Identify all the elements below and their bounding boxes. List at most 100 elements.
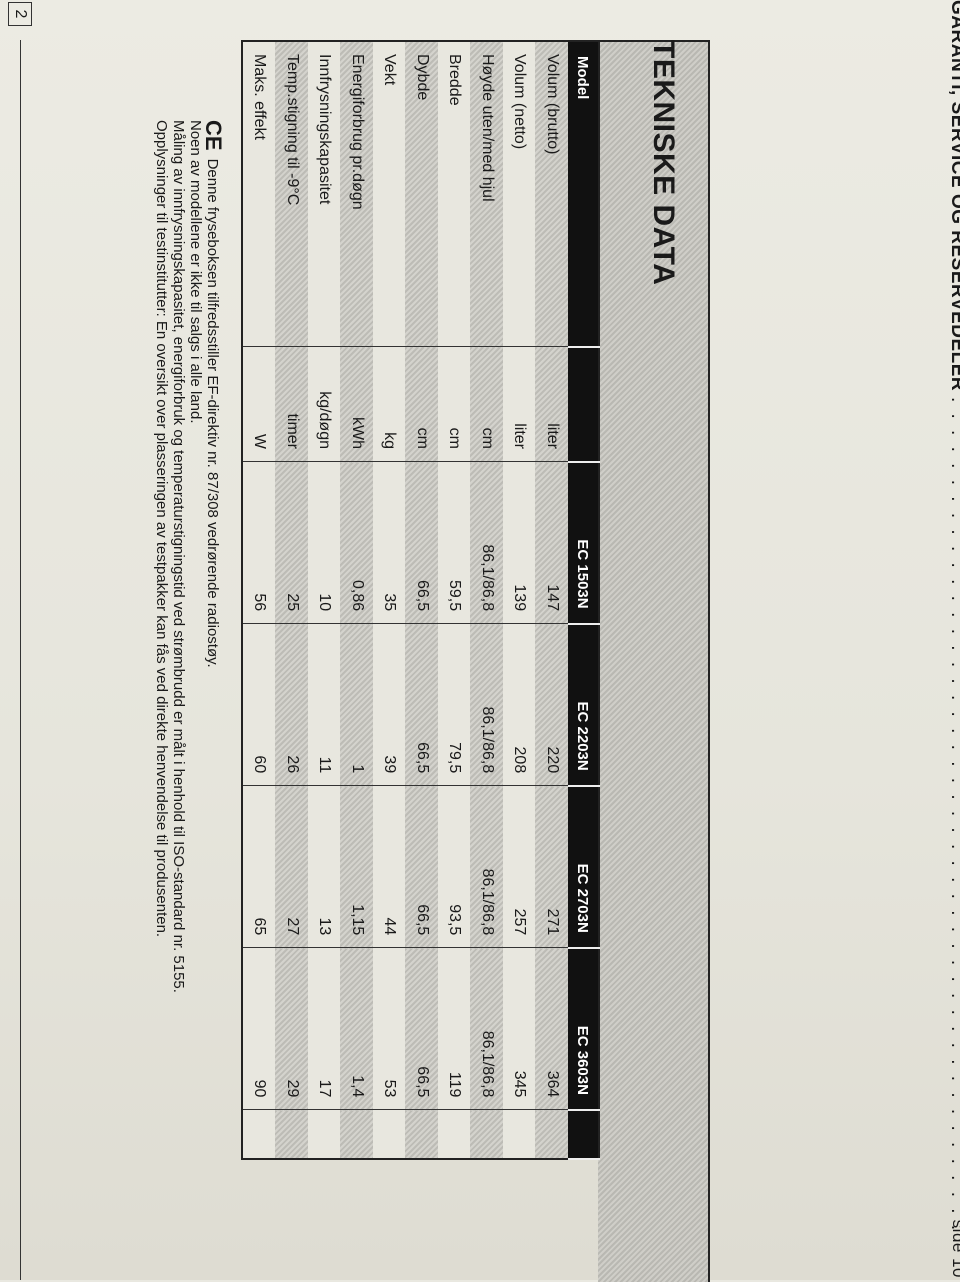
cell-value: 220 [535, 623, 568, 786]
row-label: Vekt [373, 41, 406, 347]
row-unit: kg [373, 346, 406, 462]
cell-value: 35 [373, 461, 406, 624]
running-header: GARANTI, SERVICE OG RESERVEDELER . . . .… [946, 0, 960, 1280]
empty-cell [470, 1109, 503, 1159]
row-unit: W [242, 346, 276, 462]
cell-value: 119 [438, 947, 471, 1110]
cell-value: 364 [535, 947, 568, 1110]
row-unit: liter [503, 346, 536, 462]
cell-value: 60 [242, 623, 276, 786]
table-row: Innfrysningskapasitet kg/døgn 10 11 13 17 [308, 41, 341, 1159]
empty-cell [405, 1109, 438, 1159]
cell-value: 56 [242, 461, 276, 624]
cell-value: 39 [373, 623, 406, 786]
cell-value: 27 [275, 785, 308, 948]
cell-value: 0,86 [340, 461, 373, 624]
cell-value: 86,1/86,8 [470, 785, 503, 948]
row-label: Dybde [405, 41, 438, 347]
column-header: EC 2703N [568, 785, 599, 948]
cell-value: 257 [503, 785, 536, 948]
row-unit: cm [470, 346, 503, 462]
cell-value: 86,1/86,8 [470, 947, 503, 1110]
cell-value: 66,5 [405, 785, 438, 948]
row-label: Volum (brutto) [535, 41, 568, 347]
cell-value: 17 [308, 947, 341, 1110]
footnote: CEDenne fryseboksen tilfredsstiller EF-d… [201, 120, 226, 668]
cell-value: 66,5 [405, 623, 438, 786]
empty-cell [438, 1109, 471, 1159]
row-label: Innfrysningskapasitet [308, 41, 341, 347]
column-header [568, 346, 599, 462]
cell-value: 66,5 [405, 947, 438, 1110]
table-header-row: Model EC 1503N EC 2203N EC 2703N EC 3603N [568, 41, 599, 1159]
table-row: Bredde cm 59,5 79,5 93,5 119 [438, 41, 471, 1159]
footnotes: CEDenne fryseboksen tilfredsstiller EF-d… [153, 120, 226, 993]
row-unit: liter [535, 346, 568, 462]
table-row: Vekt kg 35 39 44 53 [373, 41, 406, 1159]
cell-value: 1,15 [340, 785, 373, 948]
cell-value: 11 [308, 623, 341, 786]
cell-value: 208 [503, 623, 536, 786]
cell-value: 1 [340, 623, 373, 786]
row-unit: kWh [340, 346, 373, 462]
column-header [568, 1109, 599, 1159]
technical-data-table: Model EC 1503N EC 2203N EC 2703N EC 3603N Vo… [241, 40, 600, 1160]
cell-value: 66,5 [405, 461, 438, 624]
row-label: Bredde [438, 41, 471, 347]
cell-value: 93,5 [438, 785, 471, 948]
row-unit: kg/døgn [308, 346, 341, 462]
empty-cell [275, 1109, 308, 1159]
table-row: Volum (brutto) liter 147 220 271 364 [535, 41, 568, 1159]
row-label: Høyde uten/med hjul [470, 41, 503, 347]
row-label: Maks. effekt [242, 41, 276, 347]
cell-value: 345 [503, 947, 536, 1110]
row-label: Volum (netto) [503, 41, 536, 347]
column-header: Model [568, 41, 599, 347]
cell-value: 65 [242, 785, 276, 948]
empty-cell [535, 1109, 568, 1159]
row-unit: cm [438, 346, 471, 462]
table-row: Volum (netto) liter 139 208 257 345 [503, 41, 536, 1159]
cell-value: 86,1/86,8 [470, 623, 503, 786]
cell-value: 271 [535, 785, 568, 948]
ce-mark-icon: CE [201, 120, 226, 151]
cell-value: 1,4 [340, 947, 373, 1110]
empty-cell [308, 1109, 341, 1159]
page-number: 2 [8, 2, 32, 26]
footnote: Opplysninger til testinstitutter: En ove… [153, 120, 170, 938]
column-header: EC 1503N [568, 461, 599, 624]
table-row: Dybde cm 66,5 66,5 66,5 66,5 [405, 41, 438, 1159]
table-row: Maks. effekt W 56 60 65 90 [242, 41, 276, 1159]
table-row: Temp.stigning til -9°C timer 25 26 27 29 [275, 41, 308, 1159]
row-unit: timer [275, 346, 308, 462]
cell-value: 13 [308, 785, 341, 948]
cell-value: 79,5 [438, 623, 471, 786]
section-title: TEKNISKE DATA [647, 40, 680, 286]
footnote: Måling av innfrysningskapasitet, energif… [170, 120, 187, 993]
footnote: Noen av modellene er ikke til salgs i al… [187, 120, 204, 424]
column-header: EC 3603N [568, 947, 599, 1110]
leader-dots: . . . . . . . . . . . . . . . . . . . . … [947, 397, 960, 1233]
cell-value: 10 [308, 461, 341, 624]
empty-cell [503, 1109, 536, 1159]
cell-value: 86,1/86,8 [470, 461, 503, 624]
table-row: Energiforbrug pr.døgn kWh 0,86 1 1,15 1,4 [340, 41, 373, 1159]
cell-value: 90 [242, 947, 276, 1110]
column-header: EC 2203N [568, 623, 599, 786]
empty-cell [373, 1109, 406, 1159]
header-page-ref: side 10 [949, 1219, 960, 1278]
empty-cell [242, 1109, 276, 1159]
row-label: Energiforbrug pr.døgn [340, 41, 373, 347]
header-title: GARANTI, SERVICE OG RESERVEDELER [947, 0, 960, 392]
cell-value: 53 [373, 947, 406, 1110]
cell-value: 139 [503, 461, 536, 624]
row-label: Temp.stigning til -9°C [275, 41, 308, 347]
cell-value: 59,5 [438, 461, 471, 624]
cell-value: 44 [373, 785, 406, 948]
cell-value: 25 [275, 461, 308, 624]
row-unit: cm [405, 346, 438, 462]
footer-rule [20, 40, 21, 1280]
table-row: Høyde uten/med hjul cm 86,1/86,8 86,1/86,8 8… [470, 41, 503, 1159]
empty-cell [340, 1109, 373, 1159]
